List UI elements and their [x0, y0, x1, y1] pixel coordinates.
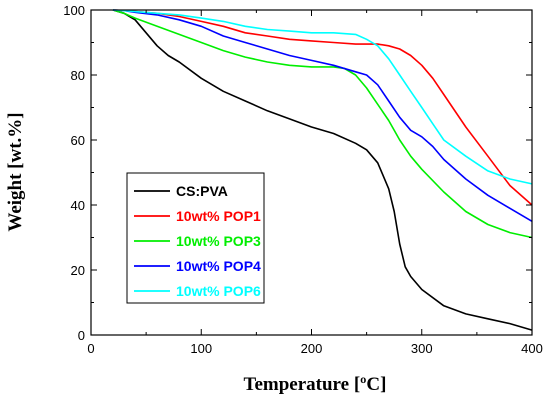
y-tick-label: 0: [78, 328, 85, 343]
y-axis-title: Weight [wt.%]: [5, 112, 26, 231]
series-line-4: [112, 9, 533, 222]
y-tick-label: 60: [71, 133, 85, 148]
legend-label-5: 10wt% POP6: [176, 283, 261, 299]
x-tick-label: 100: [190, 341, 212, 356]
legend-box: [126, 172, 265, 304]
x-tick-label: 400: [521, 341, 543, 356]
x-axis-title: Temperature [ºC]: [244, 374, 387, 395]
tick-labels: 0 100 200 300 400 0 20 40 60 80 100: [63, 3, 543, 356]
axis-ticks: [90, 9, 533, 336]
series-lines: [112, 9, 533, 331]
y-tick-label: 100: [63, 3, 85, 18]
series-line-1: [112, 9, 533, 331]
y-tick-label: 80: [71, 68, 85, 83]
x-tick-label: 300: [411, 341, 433, 356]
legend-label-2: 10wt% POP1: [176, 208, 261, 224]
legend-label-4: 10wt% POP4: [176, 258, 261, 274]
legend-label-3: 10wt% POP3: [176, 233, 261, 249]
x-tick-label: 0: [87, 341, 94, 356]
y-tick-label: 20: [71, 263, 85, 278]
series-line-5: [112, 9, 533, 185]
y-tick-label: 40: [71, 198, 85, 213]
x-tick-label: 200: [301, 341, 323, 356]
legend: CS:PVA 10wt% POP1 10wt% POP3 10wt% POP4 10wt…: [126, 172, 265, 304]
legend-label-1: CS:PVA: [176, 183, 228, 199]
series-line-2: [112, 9, 533, 206]
